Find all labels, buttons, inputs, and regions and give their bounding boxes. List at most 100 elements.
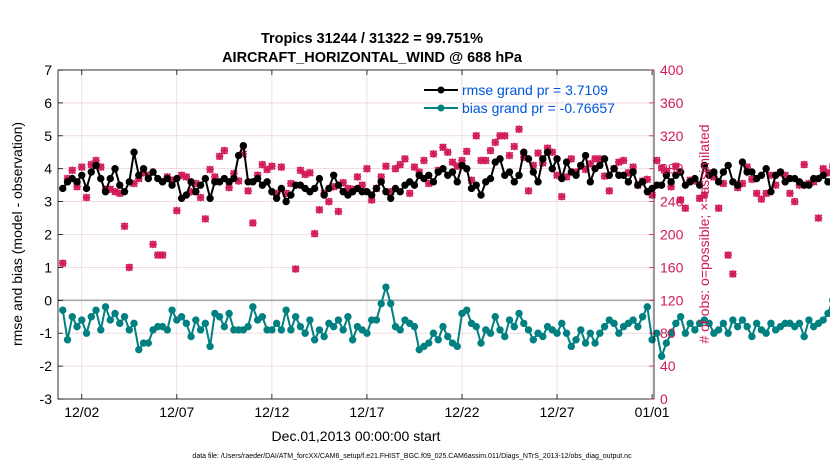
rmse-point bbox=[572, 171, 580, 179]
obs-assimilated-point bbox=[443, 148, 452, 157]
data-file-footer: data file: /Users/raeder/DAI/ATM_forcXX/… bbox=[192, 453, 632, 460]
rmse-point bbox=[272, 194, 281, 203]
obs-assimilated-point bbox=[553, 171, 561, 180]
bias-point bbox=[672, 319, 680, 328]
bias-point bbox=[762, 329, 770, 337]
rmse-point bbox=[529, 168, 537, 176]
rmse-point bbox=[173, 174, 181, 183]
bias-point bbox=[320, 332, 328, 341]
obs-assimilated-point bbox=[325, 197, 333, 206]
x-tick-label: 12/22 bbox=[444, 404, 479, 420]
bias-point bbox=[187, 332, 195, 341]
rmse-point bbox=[429, 178, 438, 186]
x-tick-label: 12/07 bbox=[159, 404, 194, 420]
bias-point bbox=[82, 329, 91, 337]
rmse-point bbox=[206, 194, 214, 203]
obs-assimilated-point bbox=[315, 206, 324, 214]
rmse-point bbox=[505, 168, 514, 176]
bias-point bbox=[719, 319, 728, 328]
bias-point bbox=[182, 319, 191, 328]
rmse-point bbox=[386, 194, 395, 203]
bias-point bbox=[196, 326, 205, 334]
rmse-point bbox=[396, 188, 404, 196]
left-y-tick-label: 1 bbox=[44, 259, 52, 275]
rmse-point bbox=[163, 174, 172, 183]
rmse-point bbox=[101, 188, 110, 196]
rmse-point bbox=[59, 184, 67, 193]
left-y-tick-label: -3 bbox=[40, 391, 53, 407]
bias-point bbox=[596, 329, 604, 337]
bias-point bbox=[634, 322, 642, 331]
obs-assimilated-point bbox=[429, 150, 438, 158]
rmse-point bbox=[187, 178, 195, 186]
obs-assimilated-point bbox=[657, 164, 666, 172]
right-y-tick-label: 160 bbox=[660, 259, 684, 275]
rmse-point bbox=[263, 178, 271, 186]
bias-point bbox=[686, 319, 694, 328]
bias-point bbox=[529, 336, 537, 344]
rmse-point bbox=[586, 178, 595, 186]
rmse-point bbox=[192, 188, 200, 196]
rmse-point bbox=[738, 158, 747, 166]
right-y-tick-label: 120 bbox=[660, 292, 684, 308]
rmse-point bbox=[700, 161, 709, 170]
legend-marker-bias bbox=[437, 104, 445, 112]
obs-assimilated-point bbox=[534, 149, 542, 157]
rmse-point bbox=[619, 171, 628, 179]
obs-assimilated-point bbox=[505, 151, 514, 160]
obs-assimilated-point bbox=[310, 229, 319, 238]
bias-point bbox=[510, 322, 518, 331]
rmse-point bbox=[168, 181, 176, 189]
bias-point bbox=[201, 319, 210, 328]
rmse-series bbox=[59, 141, 830, 206]
rmse-point bbox=[562, 158, 571, 166]
obs-assimilated-point bbox=[681, 204, 690, 212]
bias-point bbox=[410, 322, 419, 331]
bias-point bbox=[558, 319, 566, 328]
rmse-point bbox=[695, 181, 704, 189]
rmse-point bbox=[762, 165, 770, 173]
bias-point bbox=[591, 339, 599, 347]
rmse-point bbox=[558, 174, 566, 183]
rmse-point bbox=[111, 165, 119, 173]
rmse-point bbox=[268, 188, 276, 196]
bias-point bbox=[97, 326, 105, 334]
rmse-point bbox=[377, 178, 385, 186]
obs-assimilated-point bbox=[714, 204, 723, 212]
bias-point bbox=[439, 322, 447, 331]
obs-assimilated-point bbox=[277, 163, 286, 171]
bias-point bbox=[291, 313, 300, 321]
bias-point bbox=[738, 316, 747, 324]
bias-point bbox=[120, 313, 129, 321]
bias-point bbox=[268, 326, 276, 334]
bias-point bbox=[296, 322, 305, 331]
bias-point bbox=[168, 306, 176, 314]
right-y-axis-ticks: 0 40 80 120 160 200 240 280 320 360 400 bbox=[649, 62, 684, 407]
obs-assimilated-point bbox=[201, 215, 210, 223]
right-y-tick-label: 360 bbox=[660, 95, 684, 111]
chart-title-line2: AIRCRAFT_HORIZONTAL_WIND @ 688 hPa bbox=[222, 50, 523, 66]
bias-point bbox=[334, 316, 343, 324]
bias-point bbox=[215, 313, 224, 321]
rmse-point bbox=[135, 171, 143, 179]
bias-point bbox=[277, 326, 286, 334]
bias-point bbox=[258, 313, 267, 321]
bias-point bbox=[111, 309, 119, 318]
rmse-point bbox=[201, 174, 210, 183]
bias-point bbox=[78, 316, 86, 324]
bias-point bbox=[610, 319, 618, 328]
rmse-point bbox=[539, 155, 547, 163]
rmse-point bbox=[477, 191, 485, 199]
bias-point bbox=[748, 332, 756, 341]
bias-point bbox=[272, 319, 281, 328]
left-y-axis-label: rmse and bias (model - observation) bbox=[9, 122, 25, 346]
bias-point bbox=[429, 329, 438, 337]
obs-assimilated-point bbox=[206, 165, 214, 174]
obs-assimilated-point bbox=[619, 156, 628, 165]
x-axis-ticks: 12/02 12/07 12/12 12/17 12/22 12/27 01/01 bbox=[64, 70, 670, 420]
rmse-point bbox=[553, 155, 561, 163]
bias-point bbox=[733, 322, 742, 331]
rmse-point bbox=[733, 181, 742, 189]
obs-assimilated-point bbox=[524, 187, 533, 195]
obs-assimilated-point bbox=[120, 222, 129, 231]
